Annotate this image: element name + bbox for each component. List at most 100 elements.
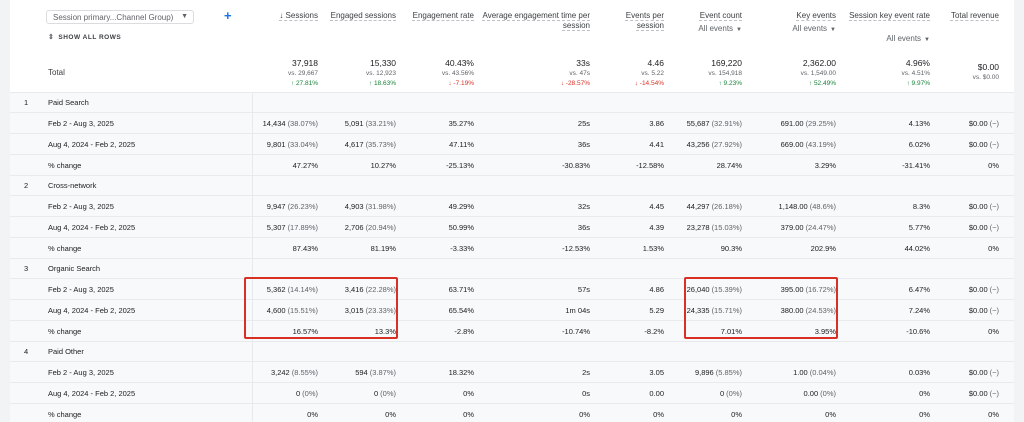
column-header-engaged[interactable]: Engaged sessions [330,11,396,20]
total-compare: vs. 29,667 [288,70,318,77]
cell-value: 380.00 [780,305,804,315]
chevron-down-icon: ▼ [830,27,836,33]
cell-avgtime: 32s [480,196,590,216]
cell-events: 28.74% [672,155,742,175]
cell-value: 4,600 [266,305,286,315]
cell-value: 3,242 [270,367,290,377]
row-label: % change [48,326,82,336]
total-change: ↑ 9.23% [718,80,743,87]
cell-sessions: 87.43% [248,238,318,258]
column-filter-events[interactable]: All events ▼ [672,24,742,33]
total-change: ↓ -28.57% [560,80,590,87]
total-compare: vs. 154,918 [708,70,742,77]
cell-rev: $0.00 (−) [939,279,999,299]
table-row: Feb 2 - Aug 3, 2025 9,947 (26.23%) 4,903 (31… [10,195,1014,216]
cell-value: 0% [919,409,930,419]
total-value: 4.96% [905,58,930,68]
column-divider [252,92,253,422]
cell-value: 2s [582,367,590,377]
cell-eps: 4.39 [598,217,664,237]
cell-value: 4.86 [649,284,664,294]
column-header-eps[interactable]: Events per session [625,11,664,30]
cell-value: 55,687 [686,118,710,128]
cell-value: $0.00 [968,388,988,398]
cell-skr: 7.24% [844,300,930,320]
group-index: 3 [24,264,29,273]
cell-avgtime: -10.74% [480,321,590,341]
cell-events: 7.01% [672,321,742,341]
cell-engaged: 3,015 (23.33%) [326,300,396,320]
total-value: 4.46 [647,58,664,68]
column-filter-skr[interactable]: All events ▼ [844,34,930,43]
cell-share: (38.07%) [287,118,318,128]
cell-keyev: 379.00 (24.47%) [750,217,836,237]
column-header-avgtime[interactable]: Average engagement time per session [482,11,590,30]
total-value: 169,220 [711,58,742,68]
cell-engaged: 5,091 (33.21%) [326,113,396,133]
column-header-skr[interactable]: Session key event rate [849,11,930,20]
cell-rev: $0.00 (−) [939,217,999,237]
cell-sessions: 9,801 (33.04%) [248,134,318,154]
table-row: % change 87.43% 81.19% -3.33% -12.53% 1.53% 90… [10,237,1014,258]
cell-eps: 4.41 [598,134,664,154]
dimension-select[interactable]: Session primary...Channel Group) ▼ [46,10,194,24]
cell-eps: 4.45 [598,196,664,216]
column-filter-keyev[interactable]: All events ▼ [750,24,836,33]
cell-engaged: 0 (0%) [326,383,396,403]
cell-share: (32.91%) [711,118,742,128]
cell-value: 1.00 [793,367,808,377]
cell-avgtime: 0% [480,404,590,422]
cell-engaged: 13.3% [326,321,396,341]
cell-share: (15.39%) [711,284,742,294]
cell-share: (35.73%) [365,139,396,149]
total-value: 37,918 [292,58,318,68]
cell-value: 36s [577,222,590,232]
cell-value: 35.27% [448,118,474,128]
cell-engaged: 4,617 (35.73%) [326,134,396,154]
cell-engrate: 0% [404,404,474,422]
cell-keyev: 669.00 (43.19%) [750,134,836,154]
cell-skr: 6.02% [844,134,930,154]
table-row: Aug 4, 2024 - Feb 2, 2025 4,600 (15.51%) 3,… [10,299,1014,320]
cell-value: 0.03% [908,367,930,377]
cell-events: 43,256 (27.92%) [672,134,742,154]
show-all-rows-button[interactable]: ⇕ SHOW ALL ROWS [48,33,121,41]
add-dimension-icon[interactable]: + [224,8,232,23]
cell-events: 23,278 (15.03%) [672,217,742,237]
cell-value: 7.24% [908,305,930,315]
report-table: Session primary...Channel Group) ▼ + ⇕ SH… [10,0,1014,422]
cell-value: 10.27% [370,160,396,170]
cell-share: (0%) [380,388,396,398]
cell-rev: $0.00 (−) [939,113,999,133]
cell-value: $0.00 [968,118,988,128]
column-header-engrate[interactable]: Engagement rate [412,11,474,20]
table-row: Feb 2 - Aug 3, 2025 14,434 (38.07%) 5,091 (3… [10,112,1014,133]
dimension-select-label: Session primary...Channel Group) [53,12,174,22]
column-header-sessions[interactable]: ↓ Sessions [279,11,318,20]
cell-value: 0% [385,409,396,419]
cell-rev: $0.00 (−) [939,383,999,403]
column-filter-label: All events [792,24,828,33]
cell-value: 23,278 [686,222,710,232]
column-header-rev[interactable]: Total revenue [950,11,999,20]
cell-value: 25s [577,118,590,128]
cell-value: 16.57% [292,326,318,336]
cell-keyev: 0.00 (0%) [750,383,836,403]
column-header-events[interactable]: Event count [699,11,742,20]
group-row: 3 Organic Search [10,258,1014,278]
group-name: Organic Search [48,264,101,273]
total-cell-engrate: 40.43% vs. 43.56% ↓ -7.19% [404,58,474,89]
cell-value: 1m 04s [565,305,590,315]
cell-skr: 44.02% [844,238,930,258]
cell-eps: 3.05 [598,362,664,382]
total-cell-skr: 4.96% vs. 4.51% ↑ 9.97% [844,58,930,89]
cell-value: -10.74% [562,326,590,336]
cell-eps: 3.86 [598,113,664,133]
column-header-keyev[interactable]: Key events [796,11,836,20]
row-label: Feb 2 - Aug 3, 2025 [48,284,114,294]
cell-value: $0.00 [968,201,988,211]
cell-value: 0s [582,388,590,398]
cell-value: 13.3% [374,326,396,336]
cell-share: (−) [989,222,999,232]
cell-engrate: 50.99% [404,217,474,237]
